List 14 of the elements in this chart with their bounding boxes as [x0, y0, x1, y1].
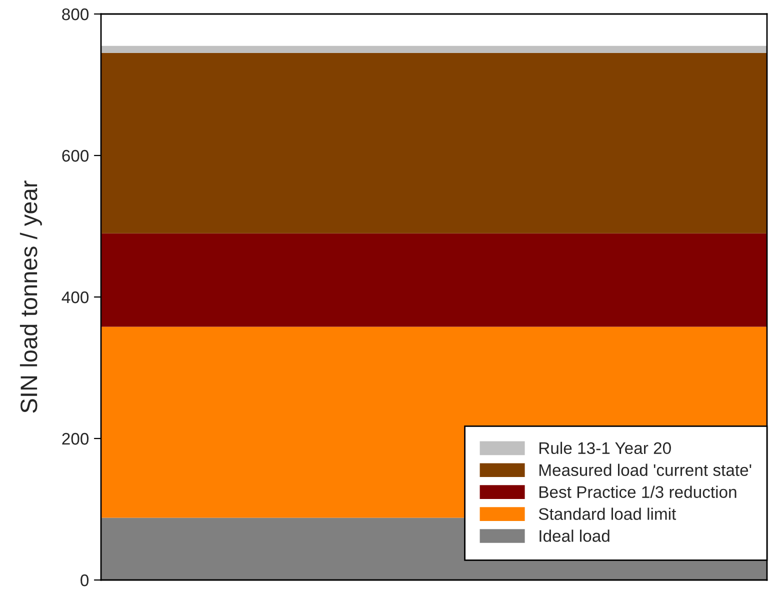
bar — [101, 52, 767, 234]
bar — [101, 46, 767, 53]
y-axis-title: SIN load tonnes / year — [20, 180, 42, 413]
bar — [101, 233, 767, 327]
legend-label: Ideal load — [540, 530, 610, 542]
y-tick-label: 400 — [62, 291, 89, 304]
y-tick-label: 800 — [62, 8, 89, 20]
legend-label: Rule 13-1 Year 20 — [540, 442, 671, 454]
y-tick-label: 600 — [62, 150, 89, 162]
y-tick-label: 200 — [62, 432, 89, 445]
legend-label: Best Practice 1/3 reduction — [540, 486, 736, 498]
y-tick-label: 0 — [80, 574, 89, 586]
legend-label: Measured load 'current state' — [540, 464, 752, 476]
legend-label: Standard load limit — [538, 508, 676, 520]
